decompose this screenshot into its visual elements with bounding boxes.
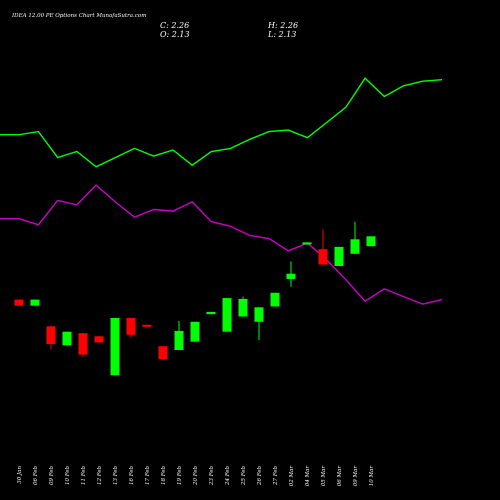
- candle-17: [286, 261, 296, 287]
- x-tick-label: 09 Mar: [353, 466, 359, 487]
- x-tick-label: 11 Feb: [81, 466, 87, 486]
- candle-body: [190, 321, 200, 342]
- x-tick-label: 20 Feb: [193, 466, 199, 487]
- candle-0: [14, 299, 24, 306]
- x-tick-label: 06 Mar: [337, 466, 343, 487]
- x-tick-label: 10 Feb: [65, 466, 71, 486]
- candle-body: [270, 292, 280, 307]
- upper-line: [0, 77, 443, 168]
- candle-21: [350, 221, 360, 254]
- candle-10: [174, 321, 184, 350]
- candle-body: [286, 273, 296, 279]
- candle-body: [318, 249, 328, 265]
- candle-5: [94, 336, 104, 343]
- candle-1: [30, 299, 40, 306]
- x-tick-label: 30 Jan: [17, 466, 23, 484]
- x-tick-label: 27 Feb: [273, 466, 279, 487]
- lower-line: [0, 184, 443, 305]
- open-label: O: 2.13: [160, 30, 190, 39]
- candle-body: [94, 336, 104, 343]
- x-tick-label: 13 Feb: [113, 466, 119, 486]
- x-tick-label: 25 Feb: [241, 466, 247, 487]
- candle-14: [238, 296, 248, 317]
- candle-12: [206, 311, 216, 315]
- candle-13: [222, 298, 232, 332]
- candle-body: [254, 307, 264, 322]
- x-tick-label: 17 Feb: [145, 466, 151, 486]
- x-tick-label: 06 Feb: [33, 466, 39, 486]
- candle-body: [30, 299, 40, 306]
- candle-6: [110, 318, 120, 376]
- candle-body: [158, 346, 168, 360]
- candle-body: [238, 298, 248, 317]
- candle-body: [126, 318, 136, 335]
- candle-4: [78, 333, 88, 357]
- candle-body: [302, 242, 312, 245]
- chart-title: IDEA 12.00 PE Options Chart MunafaSutra.…: [11, 13, 146, 19]
- low-label: L: 2.13: [267, 30, 296, 39]
- candle-9: [158, 346, 168, 360]
- candle-18: [302, 242, 312, 245]
- candle-8: [142, 324, 152, 327]
- candle-body: [350, 239, 360, 254]
- x-axis-labels: 30 Jan 06 Feb 09 Feb 10 Feb 11 Feb 12 Feb 13 F…: [17, 466, 375, 487]
- indicator-lines: [0, 77, 443, 305]
- candle-11: [190, 321, 200, 342]
- candle-2: [46, 325, 56, 350]
- x-tick-label: 26 Feb: [257, 466, 263, 487]
- x-tick-label: 02 Mar: [289, 466, 295, 487]
- candles: [14, 221, 376, 376]
- candle-7: [126, 318, 136, 338]
- candle-body: [366, 236, 376, 247]
- x-tick-label: 12 Feb: [97, 466, 103, 486]
- close-label: C: 2.26: [160, 21, 189, 30]
- x-tick-label: 05 Mar: [321, 466, 327, 487]
- candle-body: [14, 299, 24, 306]
- x-tick-label: 24 Feb: [225, 466, 231, 487]
- candle-body: [110, 318, 120, 376]
- candle-20: [334, 246, 344, 266]
- candle-body: [62, 331, 72, 346]
- candle-body: [46, 326, 56, 344]
- candle-body: [222, 298, 232, 332]
- candle-3: [62, 331, 72, 346]
- x-tick-label: 09 Feb: [49, 466, 55, 486]
- x-tick-label: 04 Mar: [305, 466, 311, 487]
- x-tick-label: 10 Mar: [369, 466, 375, 487]
- candle-body: [174, 330, 184, 350]
- x-tick-label: 19 Feb: [177, 466, 183, 486]
- candle-16: [270, 292, 280, 307]
- high-label: H: 2.26: [267, 21, 298, 30]
- candle-body: [206, 311, 216, 315]
- x-tick-label: 16 Feb: [129, 466, 135, 486]
- candle-19: [318, 229, 328, 265]
- candle-body: [334, 246, 344, 266]
- x-tick-label: 18 Feb: [161, 466, 167, 486]
- candle-body: [142, 324, 152, 327]
- candle-22: [366, 236, 376, 247]
- candle-body: [78, 333, 88, 355]
- candle-15: [254, 307, 264, 341]
- x-tick-label: 23 Feb: [209, 466, 215, 487]
